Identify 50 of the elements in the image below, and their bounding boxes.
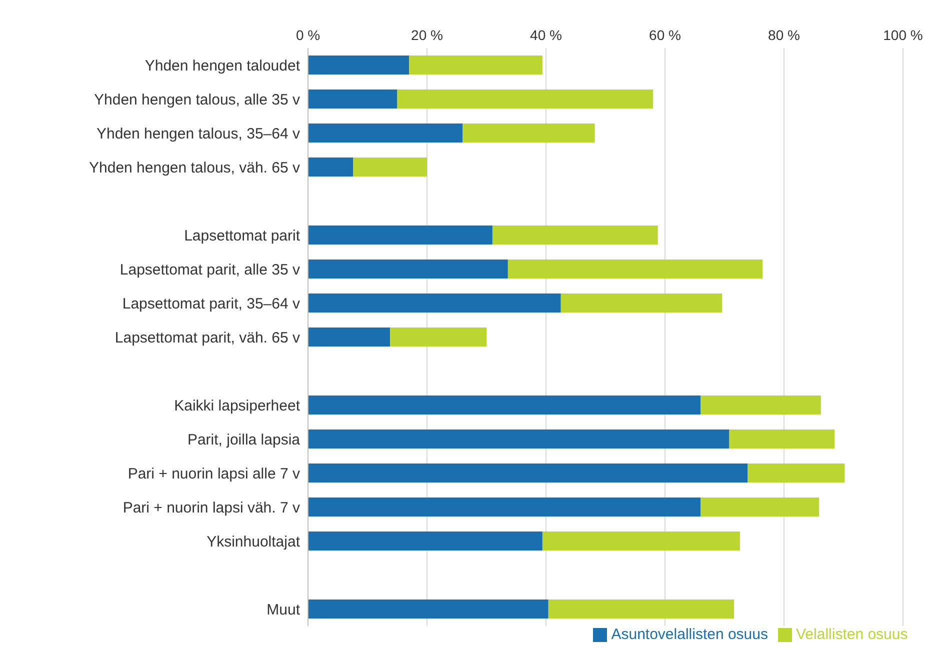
y-tick-label: Parit, joilla lapsia [187, 431, 301, 448]
bar [308, 55, 410, 74]
bar [353, 157, 427, 176]
bar [390, 327, 486, 346]
bar [308, 259, 508, 278]
bar [462, 123, 595, 142]
y-tick-label: Yksinhuoltajat [206, 533, 301, 550]
bar [308, 123, 463, 142]
bar [397, 89, 654, 108]
y-tick-label: Lapsettomat parit, 35–64 v [122, 295, 300, 312]
y-tick-label: Yhden hengen talous, 35–64 v [96, 125, 300, 142]
bar [308, 531, 542, 550]
y-tick-label: Lapsettomat parit, väh. 65 v [114, 329, 300, 346]
x-tick-label: 40 % [530, 27, 562, 43]
bar [560, 293, 722, 312]
bar [308, 497, 701, 516]
bar [308, 429, 730, 448]
legend-label: Asuntovelallisten osuus [611, 626, 768, 643]
y-tick-label: Lapsettomat parit [184, 227, 301, 244]
bar [308, 327, 390, 346]
bar [508, 259, 763, 278]
bar [700, 497, 820, 516]
y-tick-label: Yhden hengen talous, alle 35 v [94, 91, 300, 108]
bar [308, 395, 701, 414]
bar [748, 463, 845, 482]
x-tick-label: 60 % [649, 27, 681, 43]
bar [308, 225, 492, 244]
bar [548, 599, 734, 618]
y-tick-label: Muut [266, 601, 301, 618]
bar [492, 225, 658, 244]
y-tick-label: Yhden hengen taloudet [144, 57, 301, 74]
bar [308, 89, 398, 108]
bar [308, 293, 561, 312]
x-tick-label: 80 % [768, 27, 800, 43]
y-tick-label: Lapsettomat parit, alle 35 v [120, 261, 300, 278]
y-tick-label: Yhden hengen talous, väh. 65 v [89, 159, 300, 176]
bar [308, 463, 748, 482]
legend-label: Velallisten osuus [796, 626, 908, 643]
y-tick-label: Pari + nuorin lapsi väh. 7 v [122, 499, 300, 516]
x-tick-label: 20 % [411, 27, 443, 43]
x-tick-label: 100 % [883, 27, 923, 43]
bar [542, 531, 740, 550]
x-tick-label: 0 % [296, 27, 320, 43]
bar [409, 55, 542, 74]
y-tick-label: Kaikki lapsiperheet [174, 397, 301, 414]
bar [308, 157, 354, 176]
bar [729, 429, 835, 448]
bar [308, 599, 548, 618]
y-tick-label: Pari + nuorin lapsi alle 7 v [128, 465, 300, 482]
bar [700, 395, 821, 414]
